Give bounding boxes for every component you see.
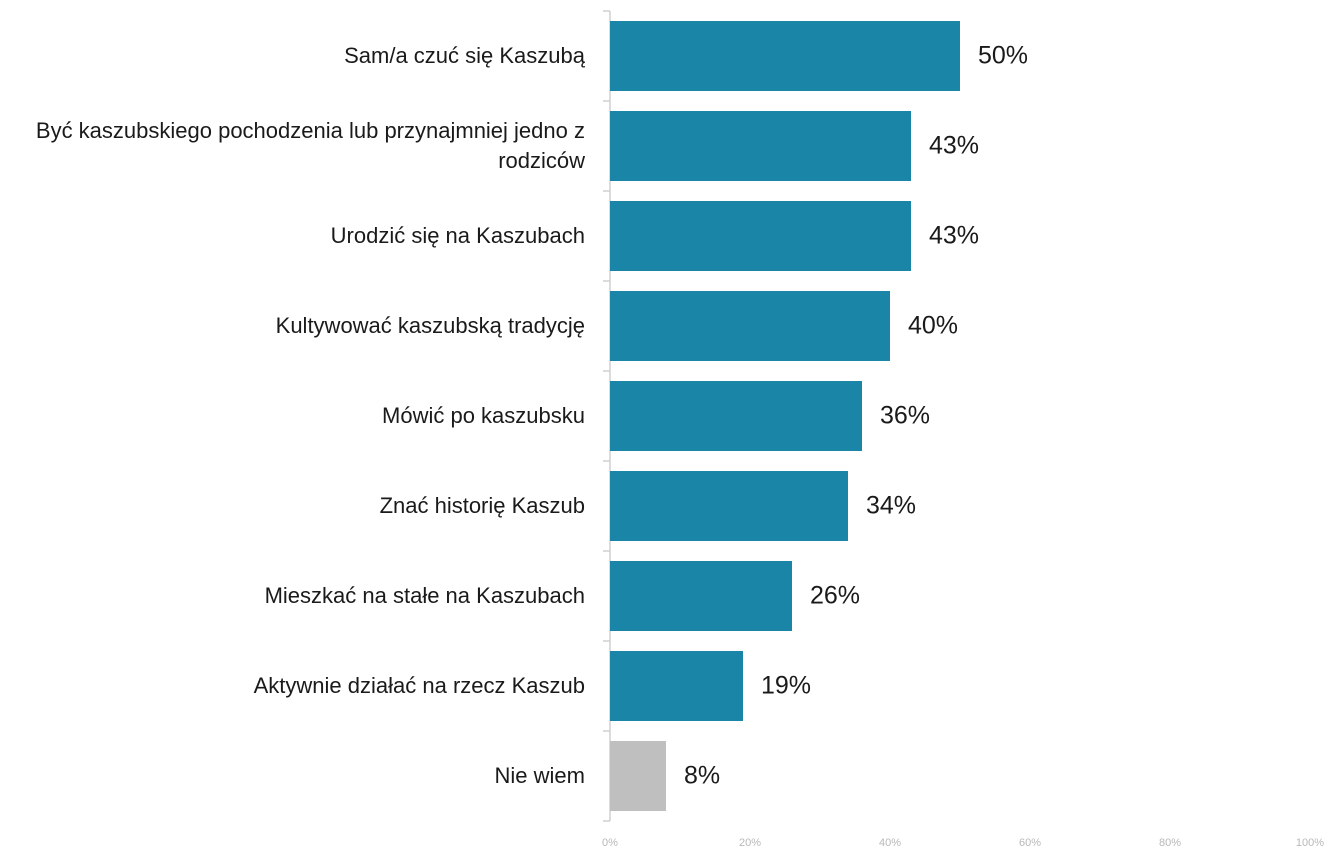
x-tick-label: 60% bbox=[1019, 837, 1041, 849]
category-label: Być kaszubskiego pochodzenia lub przynaj… bbox=[35, 118, 585, 173]
category-label: Sam/a czuć się Kaszubą bbox=[344, 43, 585, 68]
bar bbox=[610, 741, 666, 811]
x-tick-label: 20% bbox=[739, 837, 761, 849]
category-label: Kultywować kaszubską tradycję bbox=[275, 313, 585, 338]
category-label: Mieszkać na stałe na Kaszubach bbox=[264, 583, 585, 608]
category-label: Nie wiem bbox=[494, 763, 585, 788]
bar bbox=[610, 201, 911, 271]
category-label: Aktywnie działać na rzecz Kaszub bbox=[253, 673, 585, 698]
data-label: 19% bbox=[761, 672, 811, 700]
x-tick-label: 80% bbox=[1159, 837, 1181, 849]
category-label: Urodzić się na Kaszubach bbox=[330, 223, 585, 248]
data-label: 26% bbox=[810, 582, 860, 610]
bar bbox=[610, 381, 862, 451]
x-tick-label: 40% bbox=[879, 837, 901, 849]
data-label: 8% bbox=[684, 762, 720, 790]
data-label: 36% bbox=[880, 402, 930, 430]
x-tick-label: 0% bbox=[602, 837, 618, 849]
data-label: 40% bbox=[908, 312, 958, 340]
bar bbox=[610, 21, 960, 91]
category-label: Znać historię Kaszub bbox=[379, 493, 585, 518]
bar bbox=[610, 111, 911, 181]
data-label: 43% bbox=[929, 222, 979, 250]
bar bbox=[610, 651, 743, 721]
data-label: 34% bbox=[866, 492, 916, 520]
bar bbox=[610, 471, 848, 541]
data-label: 50% bbox=[978, 42, 1028, 70]
bar bbox=[610, 291, 890, 361]
data-label: 43% bbox=[929, 132, 979, 160]
x-tick-label: 100% bbox=[1296, 837, 1324, 849]
category-label: Mówić po kaszubsku bbox=[382, 403, 585, 428]
bar bbox=[610, 561, 792, 631]
